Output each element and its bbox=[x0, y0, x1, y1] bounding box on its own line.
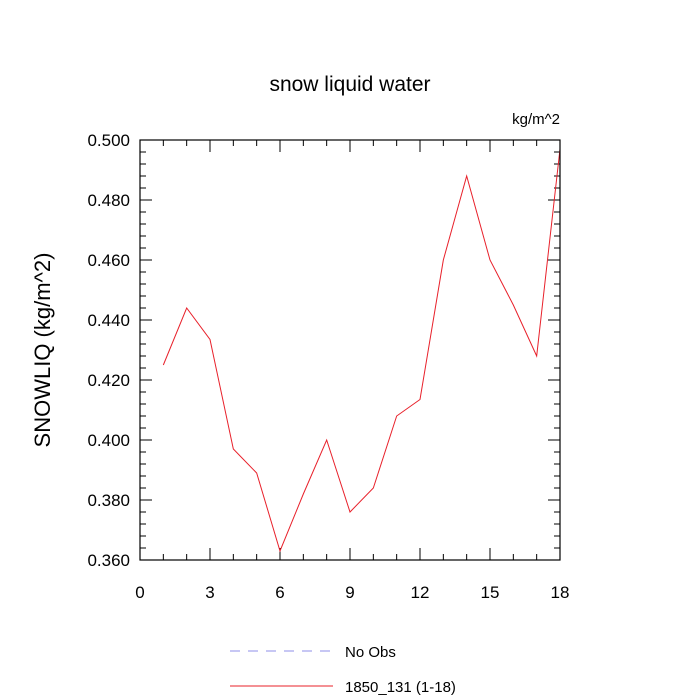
x-tick-label: 12 bbox=[411, 583, 430, 602]
axis-tick-labels: 0 3 6 9 12 15 18 0.360 0.380 0.400 0.420 0.440 0.460… bbox=[87, 131, 569, 602]
x-tick-label: 6 bbox=[275, 583, 284, 602]
y-tick-label: 0.500 bbox=[87, 131, 130, 150]
chart-title: snow liquid water bbox=[269, 73, 430, 96]
axis-ticks bbox=[139, 139, 561, 561]
x-tick-label: 0 bbox=[135, 583, 144, 602]
legend-label: No Obs bbox=[345, 644, 396, 661]
legend: No Obs 1850_131 (1-18) bbox=[230, 644, 456, 696]
y-tick-label: 0.420 bbox=[87, 371, 130, 390]
y-tick-label: 0.460 bbox=[87, 251, 130, 270]
y-axis-label: SNOWLIQ (kg/m^2) bbox=[30, 253, 55, 448]
y-tick-label: 0.360 bbox=[87, 551, 130, 570]
y-tick-label: 0.380 bbox=[87, 491, 130, 510]
units-label: kg/m^2 bbox=[512, 111, 560, 128]
series-line bbox=[162, 148, 561, 553]
y-tick-label: 0.400 bbox=[87, 431, 130, 450]
y-tick-label: 0.440 bbox=[87, 311, 130, 330]
x-tick-label: 3 bbox=[205, 583, 214, 602]
x-tick-label: 18 bbox=[551, 583, 570, 602]
data-series bbox=[162, 148, 561, 553]
x-tick-label: 15 bbox=[481, 583, 500, 602]
x-tick-label: 9 bbox=[345, 583, 354, 602]
legend-label: 1850_131 (1-18) bbox=[345, 679, 456, 696]
plot-frame bbox=[139, 139, 561, 561]
y-tick-label: 0.480 bbox=[87, 191, 130, 210]
